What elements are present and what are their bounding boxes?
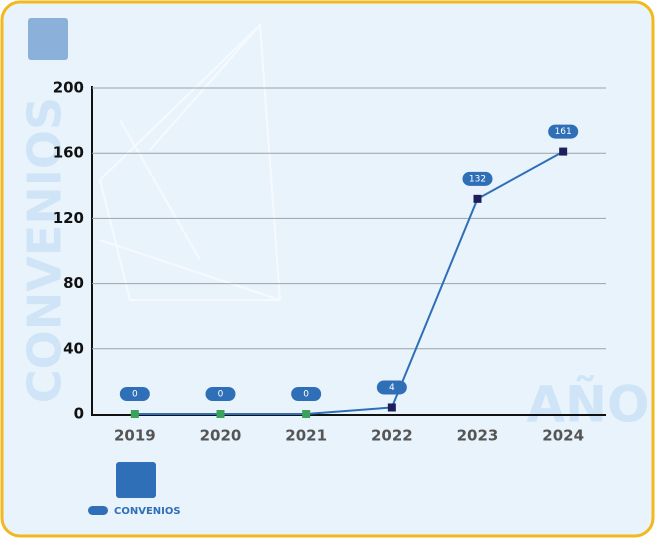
- x-tick-label: 2019: [114, 427, 156, 445]
- y-tick-label: 80: [63, 274, 84, 292]
- marker: [473, 194, 482, 203]
- y-tick-label: 0: [74, 405, 84, 423]
- line: [134, 150, 564, 415]
- x-tick-label: 2020: [200, 427, 242, 445]
- marker: [130, 410, 139, 418]
- icon: [28, 18, 68, 60]
- data-label-pill: [291, 387, 322, 401]
- data-label-pill: [376, 380, 407, 395]
- marker: [387, 403, 396, 412]
- y-tick-label: 40: [63, 339, 84, 357]
- legend-icon: [116, 462, 156, 498]
- x-axis-label: AÑO: [526, 375, 649, 434]
- y-axis-label: CONVENIOS: [18, 97, 72, 403]
- data-label: 4: [389, 383, 395, 393]
- data-label: 132: [469, 174, 486, 184]
- data-label: 0: [218, 390, 224, 400]
- marker: [559, 147, 568, 156]
- data-label: 0: [303, 390, 309, 400]
- data-label-pill: [119, 387, 150, 401]
- y-tick-label: 200: [53, 79, 84, 97]
- data-label-pill: [205, 387, 236, 401]
- x-tick-label: 2021: [285, 427, 327, 445]
- x-tick-label: 2024: [542, 427, 584, 445]
- legend-swatch: [88, 506, 108, 515]
- legend-label: CONVENIOS: [114, 506, 181, 517]
- y-tick-label: 120: [53, 209, 84, 227]
- marker: [302, 410, 311, 418]
- data-label-pill: [462, 171, 493, 186]
- x-tick-label: 2022: [371, 427, 413, 445]
- y-tick-label: 160: [53, 144, 84, 162]
- data-label: 161: [555, 127, 572, 137]
- x-tick-label: 2023: [457, 427, 499, 445]
- data-label: 0: [132, 390, 138, 400]
- marker: [216, 410, 225, 418]
- data-label-pill: [548, 124, 579, 139]
